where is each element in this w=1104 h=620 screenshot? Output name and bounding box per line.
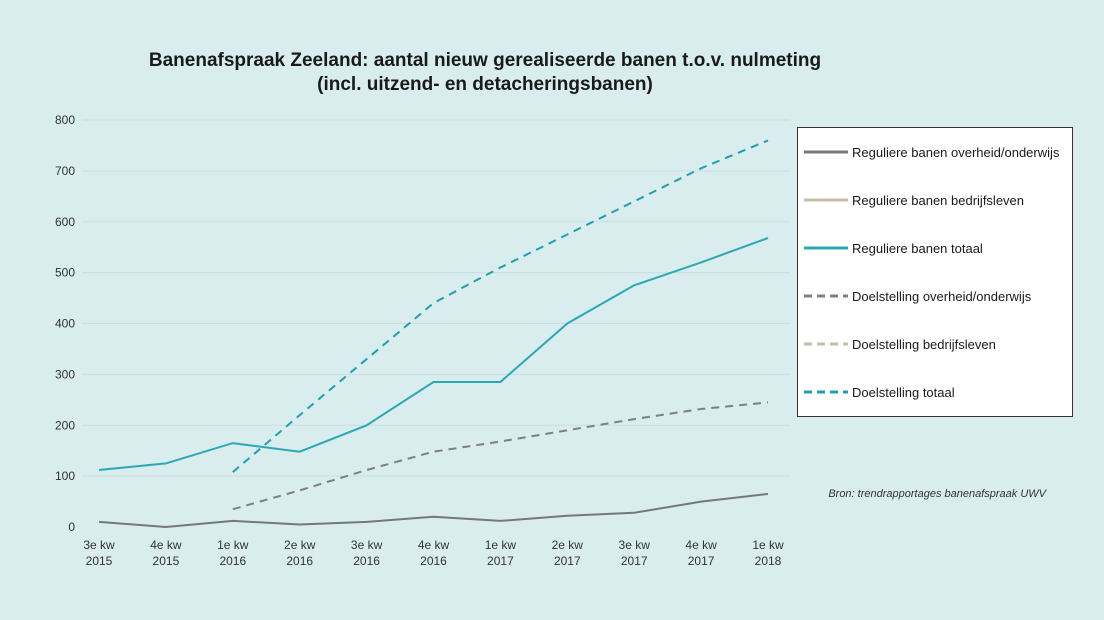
legend-swatch <box>804 246 848 250</box>
x-tick-label: 2016 <box>420 554 447 568</box>
source-note: Bron: trendrapportages banenafspraak UWV <box>828 488 1046 500</box>
legend-label: Doelstelling overheid/onderwijs <box>852 288 1032 304</box>
y-tick-label: 600 <box>55 215 75 229</box>
legend-label: Reguliere banen totaal <box>852 240 983 256</box>
series-line-0 <box>98 492 769 529</box>
x-tick-label: 4e kw <box>150 538 182 552</box>
x-tick-label: 2016 <box>286 554 313 568</box>
x-tick-label: 2017 <box>487 554 514 568</box>
x-tick-label: 2015 <box>153 554 180 568</box>
x-tick-label: 2018 <box>755 554 782 568</box>
legend-swatch <box>804 294 848 298</box>
legend-swatch <box>804 390 848 394</box>
chart-subtitle: (incl. uitzend- en detacheringsbanen) <box>317 74 653 95</box>
x-tick-label: 1e kw <box>485 538 517 552</box>
x-tick-label: 3e kw <box>619 538 651 552</box>
y-tick-label: 500 <box>55 266 75 280</box>
y-tick-label: 700 <box>55 164 75 178</box>
legend-label: Reguliere banen overheid/onderwijs <box>852 144 1060 160</box>
x-tick-label: 2016 <box>219 554 246 568</box>
legend-label: Doelstelling totaal <box>852 384 955 400</box>
x-tick-label: 2e kw <box>552 538 584 552</box>
series-line-3 <box>232 401 769 511</box>
x-tick-label: 4e kw <box>418 538 450 552</box>
series-line-5 <box>232 139 769 473</box>
legend-swatch <box>804 150 848 154</box>
x-tick-label: 3e kw <box>83 538 115 552</box>
x-tick-label: 2017 <box>554 554 581 568</box>
legend-item: Reguliere banen totaal <box>798 238 983 258</box>
legend-item: Reguliere banen overheid/onderwijs <box>798 142 1059 162</box>
legend-swatch <box>804 342 848 346</box>
y-tick-label: 300 <box>55 367 75 381</box>
y-tick-label: 200 <box>55 418 75 432</box>
x-tick-label: 2017 <box>621 554 648 568</box>
legend-item: Doelstelling bedrijfsleven <box>798 334 996 354</box>
legend: Reguliere banen overheid/onderwijs Reguli… <box>797 127 1073 417</box>
x-tick-label: 2015 <box>86 554 113 568</box>
legend-label: Reguliere banen bedrijfsleven <box>852 192 1025 208</box>
y-tick-label: 100 <box>55 469 75 483</box>
x-tick-label: 1e kw <box>217 538 249 552</box>
legend-label: Doelstelling bedrijfsleven <box>852 336 996 352</box>
x-tick-label: 2e kw <box>284 538 316 552</box>
series-line-2 <box>98 237 769 471</box>
y-tick-label: 800 <box>55 113 75 127</box>
chart-title: Banenafspraak Zeeland: aantal nieuw gere… <box>148 50 822 71</box>
legend-item: Reguliere banen bedrijfsleven <box>798 190 1024 210</box>
legend-item: Doelstelling totaal <box>798 382 955 402</box>
legend-item: Doelstelling overheid/onderwijs <box>798 286 1031 306</box>
legend-swatch <box>804 198 848 202</box>
y-tick-label: 400 <box>55 317 75 331</box>
x-tick-label: 2017 <box>688 554 715 568</box>
x-tick-label: 4e kw <box>685 538 717 552</box>
x-tick-label: 1e kw <box>752 538 784 552</box>
x-tick-label: 2016 <box>353 554 380 568</box>
x-tick-label: 3e kw <box>351 538 383 552</box>
y-tick-label: 0 <box>68 520 75 534</box>
